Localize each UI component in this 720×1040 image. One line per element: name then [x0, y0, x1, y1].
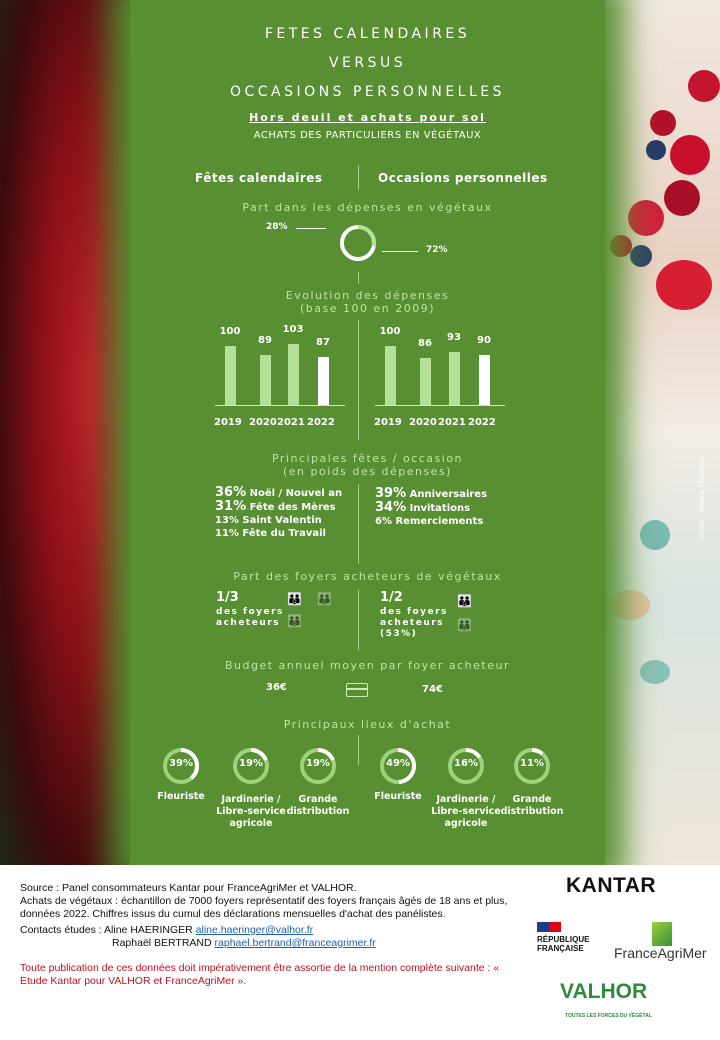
bar-2021: [288, 343, 299, 405]
share-arc-left: [340, 225, 376, 261]
occasion-item: 13% Saint Valentin: [215, 515, 322, 526]
place-ring: 39%: [162, 747, 200, 785]
photo-credit: Crédit : Pexels / Pixabay: [698, 456, 706, 540]
subtitle-2: ACHATS DES PARTICULIERS EN VÉGÉTAUX: [253, 130, 482, 141]
share-right: 72%: [426, 245, 448, 255]
place-label: Jardinerie / Libre-service agricole: [216, 794, 286, 829]
occasion-item: 39% Anniversaires: [375, 486, 488, 501]
place-label: Fleuriste: [374, 791, 422, 802]
column-left-title: Fêtes calendaires: [195, 171, 323, 185]
budget-right: 74€: [422, 684, 443, 695]
place-ring: 49%: [379, 747, 417, 785]
column-right-title: Occasions personnelles: [378, 171, 548, 185]
bar-label: 103: [282, 323, 304, 335]
place-label: Jardinerie / Libre-service agricole: [431, 794, 501, 829]
footer: Source : Panel consommateurs Kantar pour…: [0, 865, 720, 1040]
place-ring: 19%: [299, 747, 337, 785]
year-label: 2020: [249, 417, 277, 428]
bar-label: 86: [418, 337, 432, 349]
occasion-item: 34% Invitations: [375, 500, 471, 515]
subtitle: Hors deuil et achats pour sol: [249, 111, 486, 124]
republique-francaise-logo: RÉPUBLIQUE FRANÇAISE: [537, 922, 589, 953]
people-group-icon: 👪: [287, 592, 302, 606]
title-line-3: OCCASIONS PERSONNELLES: [229, 84, 506, 100]
occasion-item: 6% Remerciements: [375, 516, 484, 527]
background-photo-flowers: [0, 0, 150, 865]
evolution-title: Evolution des dépenses: [285, 289, 450, 302]
email-link-1[interactable]: aline.haeringer@valhor.fr: [195, 924, 314, 936]
occasions-left: 36% Noël / Nouvel an 31% Fête des Mères …: [215, 486, 342, 540]
people-group-icon: 👪: [457, 618, 472, 632]
share-left: 28%: [266, 222, 288, 232]
place-ring: 19%: [232, 747, 270, 785]
people-group-icon: 👪: [457, 594, 472, 608]
occasion-item: 11% Fête du Travail: [215, 528, 326, 539]
bar-label: 90: [477, 334, 491, 346]
bar-label: 100: [219, 326, 241, 338]
place-ring: 11%: [513, 747, 551, 785]
infographic-panel: FETES CALENDAIRES VERSUS OCCASIONS PERSO…: [130, 0, 605, 865]
bar-2022: [318, 357, 329, 405]
chart-axis: [215, 405, 345, 406]
footer-text: Source : Panel consommateurs Kantar pour…: [20, 882, 520, 988]
place-label: Fleuriste: [157, 791, 205, 802]
people-group-icon: 👪: [287, 614, 302, 628]
year-label: 2021: [438, 417, 466, 428]
occasion-item: 36% Noël / Nouvel an: [215, 485, 343, 500]
publication-notice: Toute publication de ces données doit im…: [20, 962, 500, 987]
year-label: 2020: [409, 417, 437, 428]
budget-left: 36€: [266, 682, 287, 693]
share-donut: [340, 225, 376, 261]
year-label: 2019: [214, 417, 242, 428]
franceagrimer-logo: FranceAgriMer: [614, 945, 707, 961]
bar-label: 93: [447, 332, 461, 344]
bar-label: 100: [379, 326, 401, 338]
year-label: 2021: [277, 417, 305, 428]
occasions-title: Principales fêtes / occasion: [271, 452, 464, 465]
chart-axis: [375, 405, 505, 406]
franceagrimer-emblem: [652, 922, 672, 946]
places-title: Principaux lieux d'achat: [283, 718, 452, 731]
households-right: 1/2 des foyers acheteurs (53%): [380, 590, 448, 639]
year-label: 2022: [468, 417, 496, 428]
share-title: Part dans les dépenses en végétaux: [242, 201, 493, 214]
occasions-right: 39% Anniversaires 34% Invitations 6% Rem…: [375, 487, 487, 528]
people-group-icon: 👪: [317, 592, 332, 606]
evolution-subtitle: (base 100 en 2009): [299, 302, 436, 315]
year-label: 2022: [307, 417, 335, 428]
background-photo-food: Crédit : Pexels / Pixabay: [590, 0, 720, 865]
households-title: Part des foyers acheteurs de végétaux: [233, 570, 502, 583]
bar-2022: [479, 354, 490, 405]
place-label: Grande distribution: [286, 794, 350, 817]
place-label: Grande distribution: [500, 794, 564, 817]
budget-title: Budget annuel moyen par foyer acheteur: [225, 659, 510, 672]
year-label: 2019: [374, 417, 402, 428]
bar-label: 87: [316, 337, 330, 349]
occasion-item: 31% Fête des Mères: [215, 499, 336, 514]
title-line-2: VERSUS: [328, 55, 407, 71]
valhor-logo: VALHOR: [560, 980, 648, 1003]
credit-card-icon: [346, 683, 368, 697]
bar-2019: [385, 346, 396, 405]
bar-2020: [420, 357, 431, 405]
bar-2021: [449, 352, 460, 405]
email-link-2[interactable]: raphael.bertrand@franceagrimer.fr: [214, 937, 376, 949]
place-ring: 16%: [447, 747, 485, 785]
occasions-subtitle: (en poids des dépenses): [283, 465, 452, 478]
title-line-1: FETES CALENDAIRES: [264, 26, 471, 42]
bar-label: 89: [258, 335, 272, 347]
households-left: 1/3 des foyers acheteurs: [216, 590, 284, 628]
bar-2019: [225, 346, 236, 405]
bar-2020: [260, 355, 271, 405]
kantar-logo: KANTAR: [566, 874, 657, 897]
